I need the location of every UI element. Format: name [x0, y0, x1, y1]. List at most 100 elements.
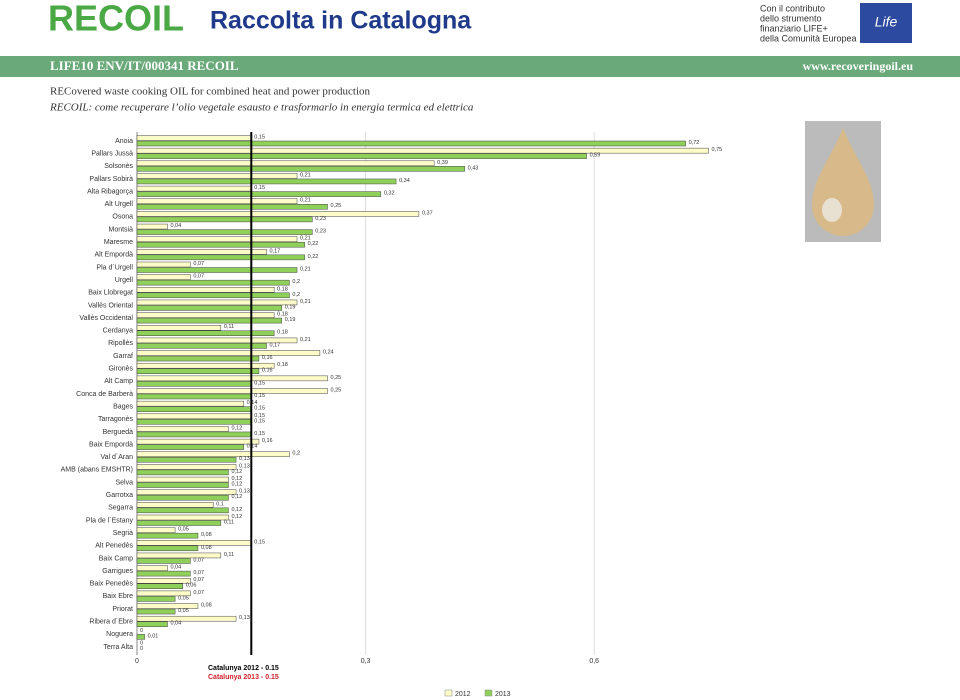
bar: [136, 185, 252, 192]
x-tick-label: 0: [135, 658, 139, 665]
bar: [136, 274, 191, 280]
value-label: 0,18: [277, 362, 288, 368]
value-label: 0,1: [216, 501, 224, 507]
bar: [136, 249, 267, 255]
category-label: Priorat: [112, 606, 133, 613]
bar: [136, 419, 252, 425]
value-label: 0,18: [277, 330, 288, 336]
value-label: 0,15: [254, 413, 265, 419]
bar: [136, 482, 229, 488]
category-label: Garrigues: [102, 568, 133, 575]
value-label: 0,34: [399, 178, 410, 184]
category-label: Alt Penedès: [95, 543, 133, 550]
value-label: 0,16: [262, 438, 273, 444]
category-label: Bages: [113, 403, 133, 410]
value-label: 0,21: [300, 337, 311, 343]
value-label: 0,07: [193, 274, 204, 280]
category-label: Osona: [112, 214, 133, 221]
category-label: Alt Empordà: [94, 252, 133, 259]
bar: [136, 166, 465, 172]
bar: [136, 426, 229, 432]
bar: [136, 229, 313, 235]
value-label: 0,11: [224, 552, 234, 558]
value-label: 0,75: [712, 147, 723, 153]
value-label: 0,21: [300, 198, 311, 204]
category-label: Alt Urgell: [105, 201, 134, 208]
value-label: 0,15: [254, 539, 265, 545]
value-label: 0,16: [262, 368, 273, 374]
category-label: Berguedà: [103, 429, 133, 436]
category-label: Pla de l´Estany: [86, 517, 134, 524]
bar: [136, 362, 275, 369]
bar: [136, 173, 298, 179]
category-label: Baix Llobregat: [88, 290, 133, 297]
category-label: Urgell: [115, 277, 134, 284]
subtitle: RECOIL: come recuperare l’olio vegetale …: [49, 102, 474, 114]
bar: [136, 343, 267, 349]
value-label: 0,22: [308, 241, 319, 247]
category-label: Pallars Jussà: [91, 150, 133, 157]
bar: [136, 153, 587, 159]
url: www.recoveringoil.eu: [803, 59, 914, 73]
value-label: 0,19: [285, 304, 296, 310]
value-label: 0,06: [186, 583, 197, 589]
bar: [136, 216, 313, 223]
value-label: 0,25: [331, 375, 342, 381]
bar: [136, 413, 252, 420]
value-label: 0,04: [170, 621, 181, 627]
category-label: Vallès Occidental: [79, 315, 133, 322]
bar: [136, 223, 168, 230]
bar: [136, 178, 397, 185]
value-label: 0,13: [239, 463, 250, 469]
bar: [136, 634, 145, 640]
bar: [136, 545, 199, 552]
category-label: Alt Camp: [104, 378, 133, 385]
bar: [136, 330, 275, 336]
value-label: 0,24: [323, 350, 334, 356]
logo: RECOIL: [48, 0, 184, 39]
value-label: 0,23: [315, 229, 326, 235]
bar: [136, 583, 183, 589]
value-label: 0: [140, 646, 143, 652]
value-label: 0,07: [193, 590, 204, 596]
value-label: 0,22: [308, 254, 319, 260]
value-label: 0,15: [254, 380, 265, 386]
value-label: 0,01: [148, 633, 159, 639]
bar: [136, 368, 260, 374]
bar: [136, 520, 222, 526]
value-label: 0,21: [300, 299, 311, 305]
bar: [136, 325, 222, 331]
legend-swatch: [484, 689, 493, 697]
value-label: 0,59: [590, 153, 601, 159]
bar: [136, 204, 328, 210]
title: Raccolta in Catalogna: [210, 7, 472, 35]
bar: [136, 292, 290, 299]
value-label: 0,07: [193, 577, 204, 583]
value-label: 0,07: [193, 557, 204, 563]
value-label: 0,23: [315, 216, 326, 222]
bar: [136, 464, 237, 470]
contribution: della Comunità Europea: [760, 33, 857, 43]
bar: [136, 140, 686, 147]
bar: [136, 502, 214, 508]
value-label: 0,37: [422, 210, 433, 216]
category-label: Baix Camp: [99, 555, 133, 562]
category-label: Baix Penedès: [90, 581, 134, 588]
value-label: 0,15: [254, 418, 265, 424]
bar: [136, 355, 260, 362]
bar: [136, 400, 244, 407]
category-label: Segrià: [113, 530, 133, 537]
category-label: Baix Ebre: [103, 593, 133, 600]
bar: [136, 198, 298, 204]
value-label: 0,21: [300, 266, 311, 272]
value-label: 0,11: [224, 324, 234, 330]
category-label: Conca de Barberà: [76, 391, 133, 398]
value-label: 0,12: [231, 514, 242, 520]
annotation: Catalunya 2012 - 0.15: [208, 665, 279, 672]
value-label: 0,32: [384, 191, 395, 197]
bar: [136, 565, 168, 571]
bar: [136, 388, 328, 394]
contribution: Con il contributo: [760, 3, 825, 13]
bar: [136, 211, 420, 217]
